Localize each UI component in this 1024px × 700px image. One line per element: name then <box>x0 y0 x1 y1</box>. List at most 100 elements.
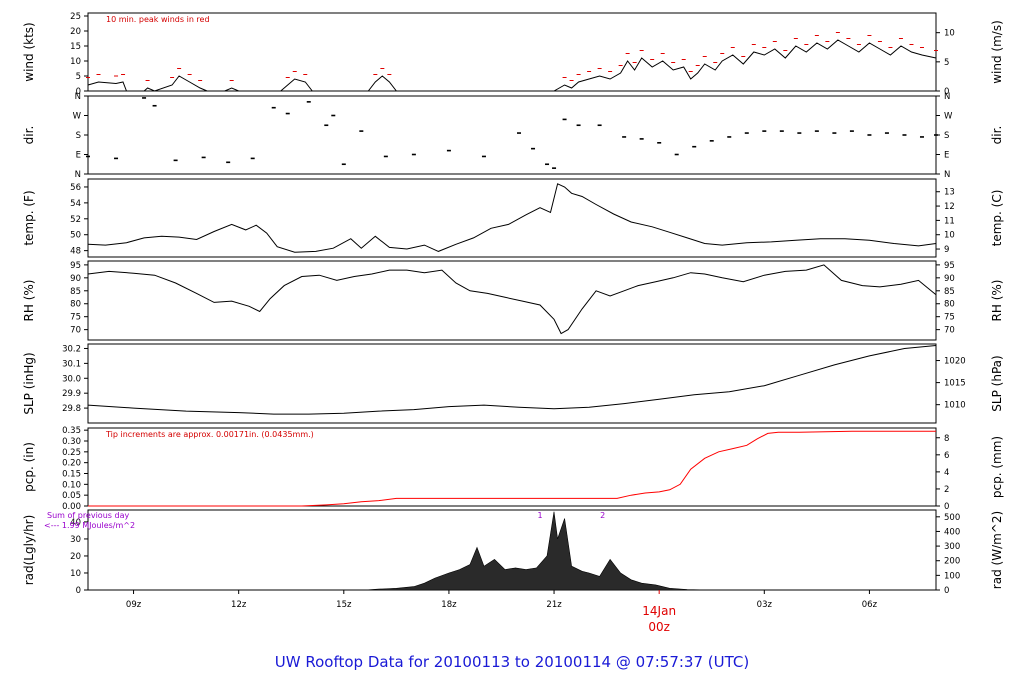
direction-dot <box>250 157 255 160</box>
xtick-label: 15z <box>336 600 352 610</box>
y-axis-title-right: dir. <box>990 126 1004 145</box>
ytick-label: N <box>75 170 81 180</box>
radiation-marker: 2 <box>600 511 605 520</box>
panel-pcp: 0.000.050.100.150.200.250.300.35 0 2 4 6 8 pcp… <box>22 426 1004 512</box>
ytick-label: 20 <box>70 27 81 37</box>
ytick-label: 30.0 <box>62 374 81 384</box>
xtick-label: 06z <box>862 600 878 610</box>
ytick-label: 5 <box>76 72 81 82</box>
y-axis-title: SLP (inHg) <box>22 352 36 414</box>
ytick-label: 95 <box>70 261 81 271</box>
y-axis-title-right: RH (%) <box>990 280 1004 322</box>
direction-dot <box>531 147 536 150</box>
series-line-slp <box>87 345 937 415</box>
ytick-label: 0.25 <box>62 448 81 458</box>
direction-dot <box>622 136 627 138</box>
ytick-label: 0.35 <box>62 426 81 436</box>
radiation-sum-value: <--- 1.99 MJoules/m^2 <box>44 521 135 530</box>
panel-frame <box>87 12 937 92</box>
ytick-label: 48 <box>70 247 81 257</box>
panel-annotation: 10 min. peak winds in red <box>106 15 210 24</box>
direction-dot <box>576 124 581 127</box>
ytick-label: 90 <box>70 274 81 284</box>
ytick-label: 10 <box>70 57 81 67</box>
panel-frame <box>87 260 937 341</box>
ytick-right-label: 85 <box>944 287 955 297</box>
ytick-label: 20 <box>70 552 81 562</box>
direction-dot <box>383 155 388 158</box>
ytick-right-label: 13 <box>944 188 955 198</box>
direction-dot <box>674 153 679 156</box>
direction-dot <box>832 132 837 134</box>
panel-wind: 0 5 10 15 20 25 0 5 10 wind (kts) wind (m/s) 10 min… <box>22 12 1004 97</box>
xtick-label-hour: 00z <box>648 620 670 634</box>
direction-dot <box>639 138 644 140</box>
direction-dot <box>114 157 119 160</box>
ytick-right-label: 1010 <box>944 401 966 411</box>
direction-dot <box>152 104 157 107</box>
y-axis-title-right: pcp. (mm) <box>990 436 1004 498</box>
direction-dot <box>709 140 714 142</box>
ytick-right-label: N <box>944 170 950 180</box>
panel-frame <box>87 178 937 258</box>
direction-dot <box>552 167 557 169</box>
direction-dot <box>597 124 602 127</box>
ytick-label: 75 <box>70 313 81 323</box>
ytick-right-label: 90 <box>944 274 955 284</box>
ytick-label: 54 <box>70 199 81 209</box>
ytick-right-label: W <box>944 112 953 122</box>
y-axis-title-right: SLP (hPa) <box>990 355 1004 411</box>
ytick-right-label: 12 <box>944 202 955 212</box>
direction-dot <box>797 132 802 134</box>
ytick-right-label: 5 <box>944 58 949 68</box>
ytick-right-label: 6 <box>944 451 949 461</box>
direction-dot <box>545 163 550 166</box>
ytick-label: 30 <box>70 535 81 545</box>
panel-annotation: Tip increments are approx. 0.00171in. (0… <box>105 430 314 439</box>
ytick-right-label: 100 <box>944 571 960 581</box>
x-axis: 09z 12z 15z 18z 21z 14Jan 00z 03z 06z <box>126 590 878 634</box>
direction-dot <box>657 142 662 144</box>
direction-dot <box>285 112 290 115</box>
ytick-right-label: 10 <box>944 29 955 39</box>
direction-dot <box>727 136 732 138</box>
ytick-label: 0.10 <box>62 480 81 490</box>
ytick-label: N <box>75 92 81 102</box>
y-axis-title: RH (%) <box>22 280 36 322</box>
ytick-right-label: 2 <box>944 485 949 495</box>
ytick-label: 40 <box>70 518 81 528</box>
panel-frame <box>87 95 937 175</box>
ytick-right-label: 0 <box>944 87 949 97</box>
ytick-label: 56 <box>70 183 81 193</box>
direction-dot <box>692 145 697 148</box>
ytick-right-label: 8 <box>944 434 949 444</box>
direction-dot <box>331 114 336 117</box>
xtick-label: 12z <box>231 600 247 610</box>
direction-dot <box>562 118 567 121</box>
direction-dot <box>324 124 329 127</box>
ytick-label: 85 <box>70 287 81 297</box>
y-axis-title-right: rad (W/m^2) <box>990 511 1004 589</box>
direction-dot <box>173 159 178 162</box>
ytick-right-label: 0 <box>944 502 949 512</box>
ytick-label: 29.9 <box>62 389 81 399</box>
panel-rh: 70 75 80 85 90 95 70 75 80 85 90 95 RH (%) RH (%) <box>22 260 1004 341</box>
ytick-label: 30.2 <box>62 344 81 354</box>
direction-dot <box>779 130 784 132</box>
panel-temp: 48 50 52 54 56 9 10 11 12 13 temp. (F) temp. (C) <box>22 178 1004 258</box>
radiation-sum-note: Sum of previous day <box>47 511 129 520</box>
xtick-label: 09z <box>126 600 142 610</box>
y-axis-title-right: temp. (C) <box>990 190 1004 247</box>
y-axis-title: wind (kts) <box>22 22 36 81</box>
ytick-label: W <box>73 112 82 122</box>
ytick-label: 0.00 <box>62 502 81 512</box>
ytick-right-label: 1015 <box>944 379 966 389</box>
panel-frame <box>87 427 937 507</box>
ytick-right-label: 75 <box>944 313 955 323</box>
direction-dot <box>814 130 819 132</box>
ytick-right-label: 200 <box>944 557 960 567</box>
radiation-marker: 1 <box>538 511 543 520</box>
ytick-right-label: 95 <box>944 261 955 271</box>
